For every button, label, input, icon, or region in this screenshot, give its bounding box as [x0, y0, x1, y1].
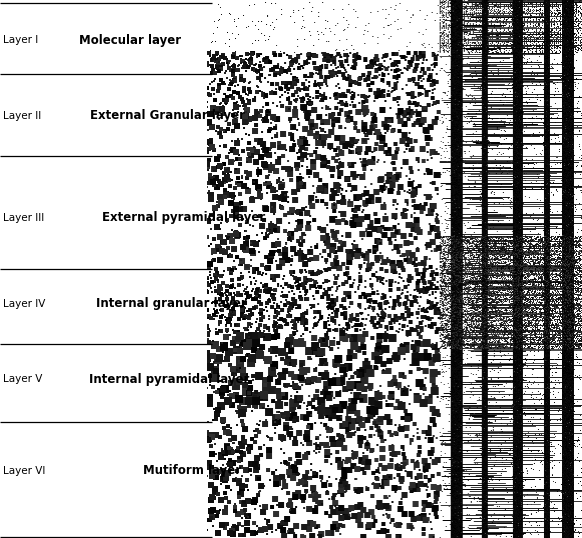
- Text: Layer IV: Layer IV: [3, 299, 45, 309]
- Text: Layer III: Layer III: [3, 213, 44, 223]
- Text: Layer I: Layer I: [3, 36, 38, 45]
- Text: External Granular layer: External Granular layer: [90, 109, 245, 122]
- Text: External pyramidal layer: External pyramidal layer: [102, 211, 265, 224]
- Text: Layer II: Layer II: [3, 111, 41, 121]
- Text: Internal pyramidal layer: Internal pyramidal layer: [89, 373, 250, 386]
- Text: Molecular layer: Molecular layer: [79, 34, 180, 47]
- Text: Layer V: Layer V: [3, 374, 42, 384]
- Text: Mutiform layer: Mutiform layer: [143, 464, 241, 477]
- Text: Layer VI: Layer VI: [3, 466, 45, 476]
- Text: Internal granular layer: Internal granular layer: [96, 298, 247, 310]
